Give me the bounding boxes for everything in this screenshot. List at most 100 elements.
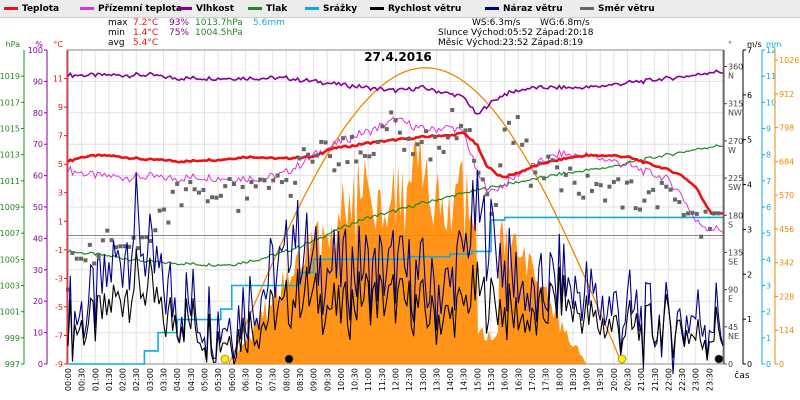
wind-axis-tick-label: 3 <box>747 225 752 234</box>
wind-direction-point <box>463 128 468 133</box>
x-tick-label: 11:00 <box>364 368 373 391</box>
x-tick-label: 19:00 <box>583 368 592 391</box>
direction-axis-unit: ° <box>728 40 732 49</box>
marker-moonrise <box>714 354 724 364</box>
wind-direction-point <box>524 138 529 143</box>
x-tick-label: 03:30 <box>160 368 169 391</box>
humidity-axis-tick-label: 20 <box>33 297 43 306</box>
wind-direction-point <box>686 211 691 216</box>
wind-direction-point <box>74 256 79 261</box>
x-tick-label: 05:00 <box>200 368 209 391</box>
pressure-axis-tick-label: 1007 <box>0 229 20 238</box>
x-tick-label: 06:00 <box>228 368 237 391</box>
wind-direction-point <box>380 124 385 129</box>
wind-direction-point <box>306 152 311 157</box>
wind-direction-point <box>384 127 389 132</box>
x-tick-label: 14:30 <box>460 368 469 391</box>
wind-direction-point <box>127 244 132 249</box>
wind-direction-point <box>559 188 564 193</box>
x-tick-label: 04:30 <box>187 368 196 391</box>
wind-direction-point <box>240 185 245 190</box>
wind-direction-point <box>677 200 682 205</box>
direction-axis-tick-label: 315 <box>728 100 743 109</box>
x-tick-label: 21:30 <box>651 368 660 391</box>
wind-direction-point <box>406 136 411 141</box>
x-tick-label: 02:00 <box>119 368 128 391</box>
stat-avg-label: avg <box>108 38 125 48</box>
solar-axis-tick-label: 114 <box>779 326 794 335</box>
pressure-axis-tick-label: 1001 <box>0 308 20 317</box>
wind-direction-point <box>410 152 415 157</box>
x-tick-label: 13:00 <box>419 368 428 391</box>
wind-direction-point <box>555 165 560 170</box>
wind-direction-point <box>271 178 276 183</box>
direction-axis-tick-label: 270 <box>728 137 743 146</box>
wind-direction-point <box>594 181 599 186</box>
temperature-axis-tick-label: -9 <box>55 360 63 369</box>
direction-axis-cardinal-label: SE <box>728 257 738 266</box>
wind-direction-point <box>284 178 289 183</box>
wind-direction-point <box>188 180 193 185</box>
wind-direction-point <box>183 187 188 192</box>
wind-direction-point <box>550 158 555 163</box>
wind-direction-point <box>179 203 184 208</box>
rain-axis-tick-label: 8 <box>766 151 771 160</box>
x-tick-label: 01:00 <box>91 368 100 391</box>
wind-direction-point <box>511 140 516 145</box>
legend-swatch <box>248 7 262 10</box>
legend-swatch <box>485 7 499 10</box>
wind-direction-point <box>633 206 638 211</box>
wind-direction-point <box>493 203 498 208</box>
x-tick-label: 17:00 <box>528 368 537 391</box>
wind-direction-point <box>218 193 223 198</box>
stat-moon: Měsíc Východ:23:52 Západ:8:19 <box>438 38 584 48</box>
temperature-axis-tick-label: -7 <box>55 331 63 340</box>
wind-direction-point <box>214 195 219 200</box>
rain-axis-unit: mm <box>766 40 782 49</box>
rain-axis-tick-label: 3 <box>766 282 771 291</box>
solar-axis-tick-label: 0 <box>779 360 784 369</box>
wind-axis-unit: m/s <box>747 40 762 49</box>
wind-direction-point <box>472 158 477 163</box>
wind-direction-point <box>651 187 656 192</box>
wind-direction-point <box>629 179 634 184</box>
wind-direction-point <box>166 220 171 225</box>
direction-axis-cardinal-label: SW <box>728 183 741 192</box>
chart-series <box>66 67 724 375</box>
x-tick-label: 11:30 <box>378 368 387 391</box>
solar-axis-tick-label: 912 <box>779 90 794 99</box>
wind-direction-point <box>546 154 551 159</box>
rain-axis-tick-label: 5 <box>766 229 771 238</box>
legend-item-ground-temperature: Přízemní teplota <box>80 3 182 15</box>
wind-direction-point <box>585 173 590 178</box>
solar-axis-tick-label: 570 <box>779 191 794 200</box>
temperature-axis-tick-label: 7 <box>58 132 63 141</box>
wind-direction-point <box>144 235 149 240</box>
wind-direction-point <box>258 177 263 182</box>
wind-direction-point <box>310 159 315 164</box>
wind-axis-tick-label: 5 <box>747 136 752 145</box>
solar-axis-tick-label: 456 <box>779 225 794 234</box>
direction-axis-tick-label: 45 <box>728 323 738 332</box>
stat-min-hum: 75% <box>169 28 190 38</box>
rain-axis-tick-label: 6 <box>766 203 771 212</box>
wind-direction-point <box>389 110 394 115</box>
wind-direction-point <box>459 123 463 128</box>
wind-direction-point <box>707 226 712 231</box>
wind-direction-point <box>245 196 250 201</box>
wind-direction-point <box>703 209 708 214</box>
rain-line <box>68 216 723 365</box>
wind-direction-point <box>275 173 280 178</box>
wind-direction-point <box>450 107 455 112</box>
wind-direction-point <box>201 188 206 193</box>
direction-axis-tick-label: 90 <box>728 286 738 295</box>
direction-axis-cardinal-label: N <box>728 72 734 81</box>
wind-direction-point <box>205 199 210 204</box>
x-tick-label: 18:00 <box>555 368 564 391</box>
humidity-axis-tick-label: 90 <box>33 77 43 86</box>
humidity-axis-tick-label: 100 <box>28 46 43 55</box>
wind-direction-point <box>197 190 201 195</box>
humidity-axis-tick-label: 50 <box>33 203 43 212</box>
x-tick-label: 13:30 <box>432 368 441 391</box>
wind-direction-point <box>162 207 167 212</box>
